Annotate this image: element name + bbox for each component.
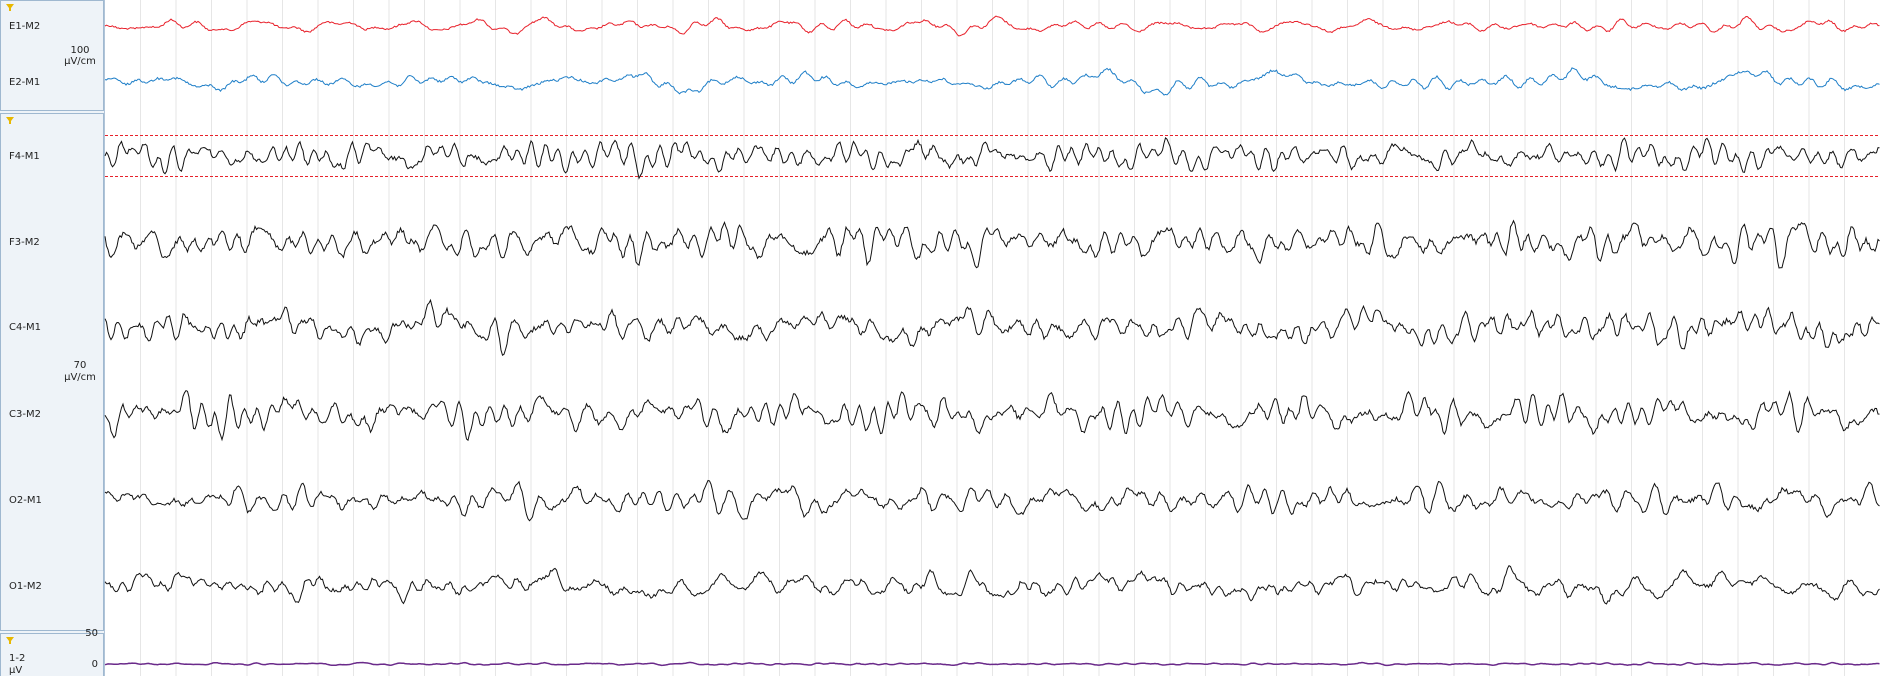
signal-trace [104,565,1880,605]
channel-label: C3-M2 [9,409,41,420]
filter-icon[interactable] [6,4,14,11]
channel-labels: E1-M2 E2-M1 F4-M1 F3-M2 C4-M1 C3-M2 O2-M1 O1-M2… [9,21,42,664]
scale-unit: µV/cm [64,56,96,67]
channel-label: E2-M1 [9,77,40,88]
time-grid [140,0,1845,676]
channel-label: 1-2 [9,653,25,664]
channel-label: O2-M1 [9,495,42,506]
channel-label: C4-M1 [9,322,41,333]
signal-trace [104,137,1880,180]
channel-label: E1-M2 [9,21,40,32]
group-box [0,0,104,111]
traces [104,15,1880,667]
filter-icon[interactable] [6,637,14,644]
channel-panel [0,0,104,676]
signal-trace [104,219,1880,269]
signal-trace [104,479,1880,522]
group-box [0,113,104,631]
channel-label: F3-M2 [9,237,40,248]
unit-label: µV [9,665,22,676]
filter-icon[interactable] [6,117,14,124]
scale-unit: µV/cm [64,372,96,383]
signal-trace [104,661,1880,667]
scale-value: 100 [70,45,89,56]
signal-trace [104,389,1880,442]
channel-label: O1-M2 [9,581,42,592]
channel-label: F4-M1 [9,151,40,162]
signal-trace [104,15,1880,37]
signal-trace [104,298,1880,356]
scale-value: 70 [74,360,87,371]
axis-tick: 50 [85,628,98,639]
axis-tick: 0 [92,659,98,670]
signal-trace [104,67,1880,96]
group-box [0,633,104,676]
